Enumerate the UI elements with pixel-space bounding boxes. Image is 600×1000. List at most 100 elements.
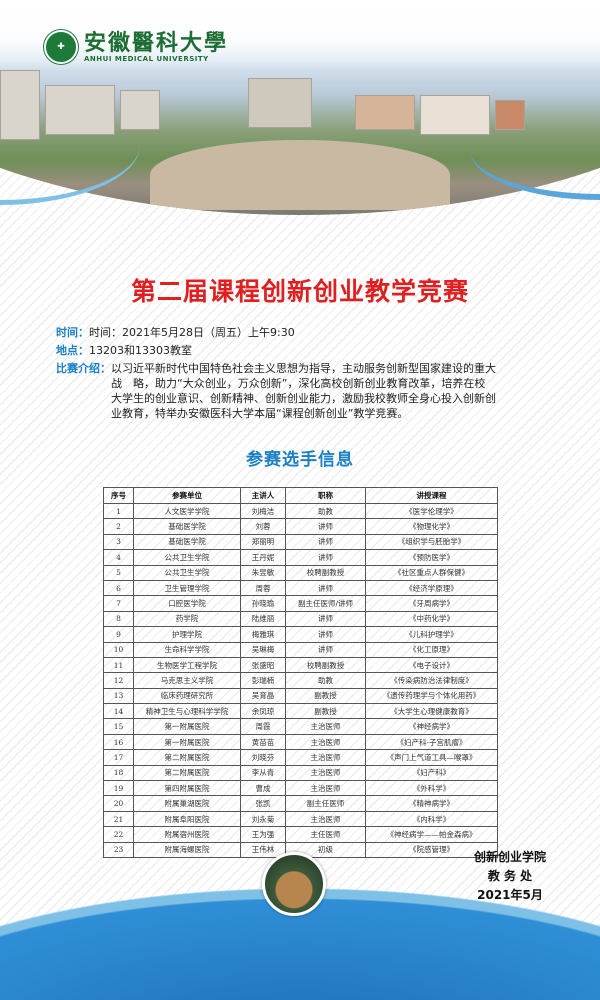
table-row: 22 附属宿州医院 王为强 主任医师 《神经病学——帕金森病》 [103,826,498,843]
table-cell: 刘永菊 [240,810,286,828]
table-cell: 《组织学与胚胎学》 [365,533,498,551]
intro-label: 比赛介绍： [56,362,111,375]
table-cell: 精神卫生与心理科学学院 [133,703,241,720]
table-cell: 1 [103,502,134,520]
table-cell: 人文医学学院 [133,502,241,520]
table-cell: 附属阜阳医院 [133,810,241,828]
issue-date: 2021年5月 [477,888,543,902]
table-cell: 《化工原理》 [365,641,498,658]
table-cell: 23 [103,841,134,858]
column-header: 主讲人 [240,487,286,504]
table-cell: 7 [103,595,134,612]
column-header: 讲授课程 [365,487,498,504]
table-cell: 副教授 [285,703,366,720]
table-cell: 孙晓瑜 [240,595,286,612]
table-cell: 第一附属医院 [133,718,241,735]
table-cell: 附属宿州医院 [133,826,241,843]
logo-chinese-name: 安徽醫科大學 [84,30,229,56]
table-cell: 周蓉 [240,579,286,597]
table-cell: 余凤琼 [240,703,286,720]
column-header: 职称 [285,487,366,504]
table-cell: 9 [103,626,134,643]
table-row: 12 马克思主义学院 彭瑞楠 助教 《传染病防治法律制度》 [103,672,498,689]
table-cell: 14 [103,703,134,720]
table-cell: 刘梅洁 [240,502,286,520]
table-cell: 《儿科护理学》 [365,626,498,643]
table-cell: 彭瑞楠 [240,672,286,689]
table-cell: 2 [103,518,134,535]
table-cell: 副主任医师/讲师 [285,595,366,612]
table-cell: 讲师 [285,579,366,597]
table-cell: 校聘副教授 [285,656,366,674]
table-cell: 12 [103,672,134,689]
poster-title: 第二届课程创新创业教学竞赛 [130,277,469,306]
table-cell: 19 [103,780,134,797]
table-cell: 主任医师 [285,826,366,843]
table-row: 23 附属海螺医院 王伟林 初级 《院感管理》 [103,841,498,858]
table-cell: 李从青 [240,764,286,782]
table-cell: 附属海螺医院 [133,841,241,858]
monument-photo [262,852,326,916]
contestant-table: 序号 参赛单位 主讲人 职称 讲授课程 1 人文医学学院 刘梅洁 助教 《医学伦理学》 2 基础医学… [103,487,498,858]
org-academic-affairs: 教 务 处 [487,869,533,883]
table-row: 21 附属阜阳医院 刘永菊 主治医师 《内科学》 [103,810,498,828]
table-cell: 主治医师 [285,718,366,735]
table-cell: 讲师 [285,518,366,535]
table-cell: 18 [103,764,134,782]
table-cell: 《外科学》 [365,780,498,797]
time-label: 时间： [56,326,89,339]
table-cell: 吴琳梅 [240,641,286,658]
table-cell: 附属巢湖医院 [133,795,241,812]
signature-block: 创新创业学院 教 务 处 2021年5月 [455,848,565,905]
table-cell: 生物医学工程学院 [133,656,241,674]
table-cell: 黄苗苗 [240,733,286,751]
table-cell: 梅雅琪 [240,626,286,643]
table-cell: 副主任医师 [285,795,366,812]
table-cell: 13 [103,687,134,705]
table-cell: 公共卫生学院 [133,549,241,566]
table-cell: 马克思主义学院 [133,672,241,689]
table-cell: 《院感管理》 [365,841,498,858]
table-row: 3 基础医学院 郑丽明 讲师 《组织学与胚胎学》 [103,533,498,551]
table-cell: 4 [103,549,134,566]
logo-english-name: ANHUI MEDICAL UNIVERSITY [84,55,209,63]
table-cell: 21 [103,810,134,828]
table-cell: 6 [103,579,134,597]
table-cell: 15 [103,718,134,735]
intro-value: 以习近平新时代中国特色社会主义思想为指导，主动服务创新型国家建设的重大战 略，助… [111,362,496,420]
table-cell: 《医学伦理学》 [365,502,498,520]
table-cell: 郑丽明 [240,533,286,551]
table-cell: 生命科学学院 [133,641,241,658]
university-logo: ✚ 安徽醫科大學 ANHUI MEDICAL UNIVERSITY [44,30,228,64]
table-cell: 3 [103,533,134,551]
table-cell: 《电子设计》 [365,656,498,674]
table-cell: 刘晓芬 [240,749,286,766]
table-row: 17 第二附属医院 刘晓芬 主治医师 《声门上气道工具—喉罩》 [103,749,498,766]
table-cell: 《牙周病学》 [365,595,498,612]
table-cell: 临床药理研究所 [133,687,241,705]
table-cell: 刘蓉 [240,518,286,535]
table-row: 13 临床药理研究所 吴育晶 副教授 《遗传药理学与个体化用药》 [103,687,498,705]
table-cell: 《内科学》 [365,810,498,828]
table-cell: 王伟林 [240,841,286,858]
table-cell: 主治医师 [285,764,366,782]
table-cell: 《妇产科》 [365,764,498,782]
table-row: 11 生物医学工程学院 张盛昭 校聘副教授 《电子设计》 [103,656,498,674]
table-cell: 第二附属医院 [133,764,241,782]
table-cell: 讲师 [285,549,366,566]
table-cell: 口腔医学院 [133,595,241,612]
table-row: 8 药学院 陆维丽 讲师 《中药化学》 [103,610,498,628]
table-cell: 助教 [285,502,366,520]
table-cell: 陆维丽 [240,610,286,628]
table-row: 9 护理学院 梅雅琪 讲师 《儿科护理学》 [103,626,498,643]
table-row: 10 生命科学学院 吴琳梅 讲师 《化工原理》 [103,641,498,658]
table-cell: 11 [103,656,134,674]
table-cell: 20 [103,795,134,812]
table-cell: 《物理化学》 [365,518,498,535]
table-cell: 《中药化学》 [365,610,498,628]
university-seal-icon: ✚ [44,30,78,64]
table-cell: 《精神病学》 [365,795,498,812]
table-cell: 曹成 [240,780,286,797]
table-row: 2 基础医学院 刘蓉 讲师 《物理化学》 [103,518,498,535]
table-cell: 主治医师 [285,733,366,751]
